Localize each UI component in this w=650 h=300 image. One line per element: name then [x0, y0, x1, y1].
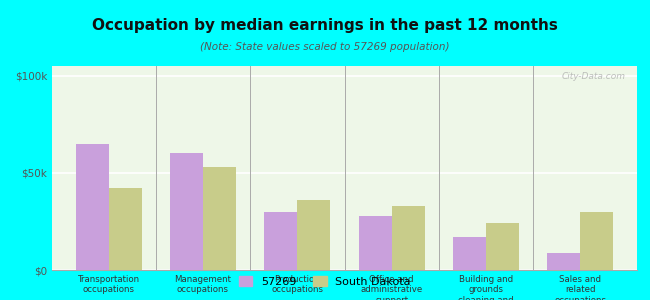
- Text: Occupation by median earnings in the past 12 months: Occupation by median earnings in the pas…: [92, 18, 558, 33]
- Bar: [547, 253, 580, 270]
- Text: (Note: State values scaled to 57269 population): (Note: State values scaled to 57269 popu…: [200, 41, 450, 52]
- Bar: [359, 216, 392, 270]
- Bar: [297, 200, 330, 270]
- Bar: [265, 212, 297, 270]
- Bar: [486, 224, 519, 270]
- Bar: [453, 237, 486, 270]
- Bar: [170, 153, 203, 270]
- Legend: 57269, South Dakota: 57269, South Dakota: [235, 272, 415, 291]
- Bar: [109, 188, 142, 270]
- Bar: [580, 212, 614, 270]
- Bar: [75, 144, 109, 270]
- Bar: [392, 206, 424, 270]
- Bar: [203, 167, 236, 270]
- Text: City-Data.com: City-Data.com: [562, 72, 625, 81]
